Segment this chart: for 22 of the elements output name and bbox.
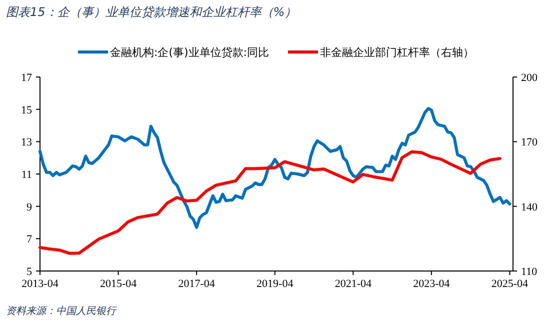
legend-label: 金融机构:企(事)业单位贷款:同比 (110, 46, 269, 59)
x-tick-label: 2019-04 (256, 278, 294, 290)
y-tick-label: 17 (21, 72, 32, 84)
y2-tick-label: 200 (521, 72, 538, 84)
annotation: 资料来源：中国人民银行 (6, 306, 116, 317)
x-tick-label: 2021-04 (334, 278, 372, 290)
y2-tick-label: 110 (521, 266, 538, 278)
y-tick-label: 7 (26, 234, 32, 246)
y2-tick-label: 170 (521, 136, 538, 149)
y-tick-label: 11 (21, 169, 32, 181)
x-tick-label: 2017-04 (178, 278, 216, 290)
y-tick-label: 15 (21, 104, 32, 116)
legend-label: 非金融企业部门杠杆率（右轴） (320, 46, 474, 59)
y-tick-label: 5 (26, 266, 32, 278)
x-tick-label: 2015-04 (100, 278, 138, 290)
y-tick-label: 9 (26, 201, 32, 214)
title: 图表15：企（事）业单位贷款增速和企业杠杆率（%） (6, 5, 297, 19)
y-tick-label: 13 (21, 136, 32, 149)
y2-tick-label: 140 (521, 201, 538, 214)
x-tick-label: 2023-04 (413, 278, 450, 290)
x-tick-label: 2013-04 (22, 278, 59, 290)
x-tick-label: 2025-04 (491, 278, 529, 290)
